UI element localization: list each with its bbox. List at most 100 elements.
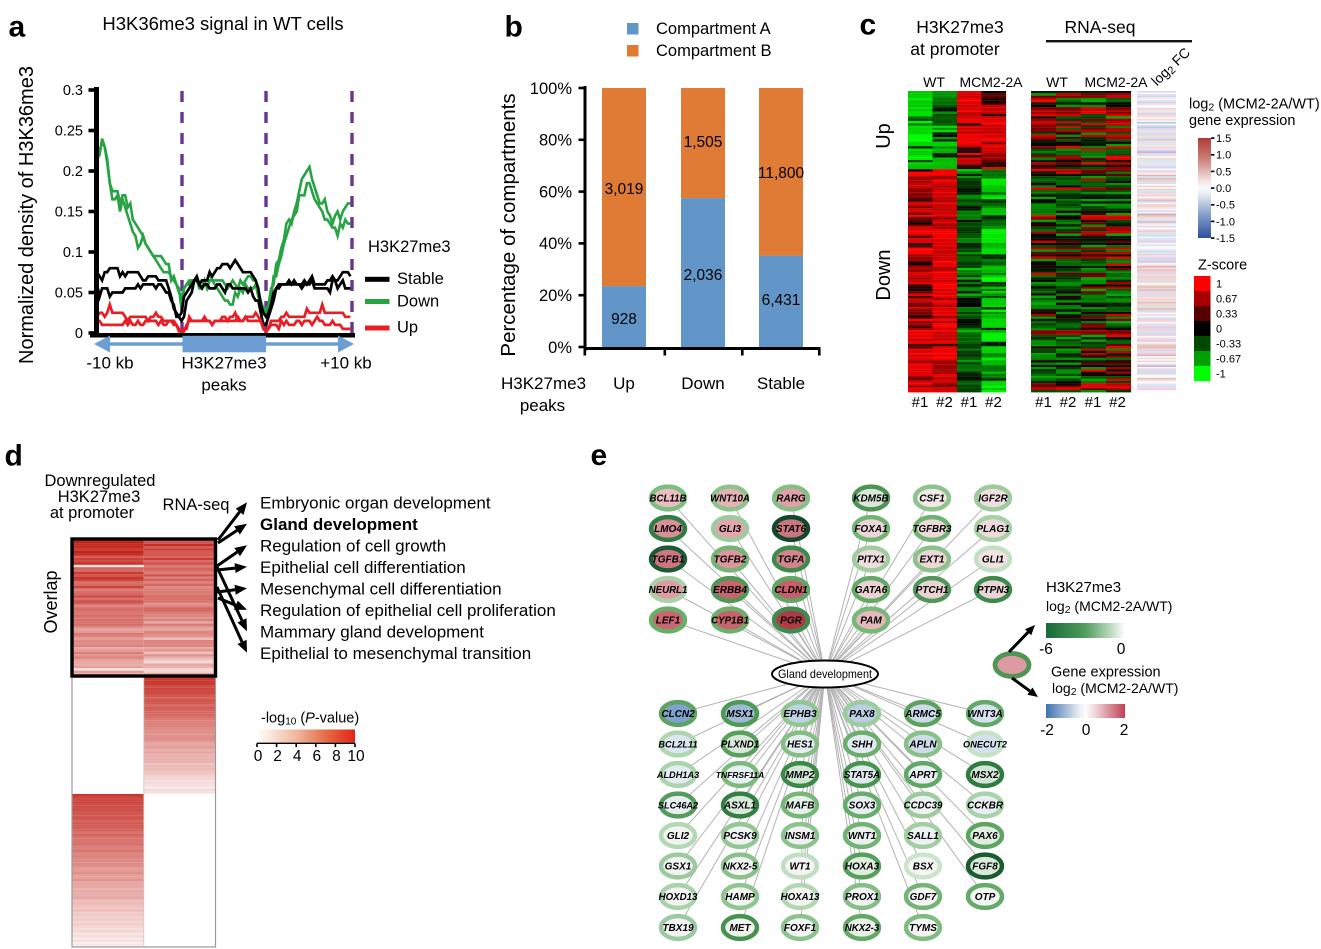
svg-text:#2: #2 [1060,394,1077,411]
svg-text:e: e [591,439,608,472]
svg-text:11,800: 11,800 [758,165,805,182]
svg-text:MSX2: MSX2 [971,770,999,781]
svg-text:WT: WT [1046,74,1068,90]
svg-text:MAFB: MAFB [786,801,815,812]
svg-text:0.67: 0.67 [1216,294,1237,306]
svg-text:APLN: APLN [908,740,937,751]
svg-text:a: a [9,11,26,44]
svg-text:EPHB3: EPHB3 [783,709,817,720]
svg-text:2: 2 [1120,722,1129,739]
svg-text:Stable: Stable [397,270,444,288]
svg-text:100%: 100% [530,80,573,98]
svg-text:d: d [5,440,23,473]
svg-text:-10 kb: -10 kb [86,354,133,373]
svg-text:CCDC39: CCDC39 [904,801,943,812]
svg-text:MMP2: MMP2 [786,770,815,781]
svg-text:MET: MET [729,923,751,934]
svg-text:H3K27me3: H3K27me3 [368,238,451,256]
svg-text:3,019: 3,019 [605,181,644,198]
svg-text:1: 1 [1216,279,1222,291]
svg-text:0.0: 0.0 [1216,183,1231,195]
svg-text:H3K27me3: H3K27me3 [181,354,266,373]
svg-text:20%: 20% [539,287,572,305]
svg-text:PLXND1: PLXND1 [721,740,759,751]
svg-text:Stable: Stable [757,374,805,393]
svg-text:TGFB1: TGFB1 [652,555,685,566]
svg-text:H3K27me3: H3K27me3 [58,488,141,506]
svg-text:CCKBR: CCKBR [967,801,1004,812]
svg-text:#2: #2 [985,394,1002,411]
svg-text:OTP: OTP [975,892,996,903]
svg-text:FOXA1: FOXA1 [854,524,888,535]
svg-text:0.1: 0.1 [63,245,83,261]
svg-text:RNA-seq: RNA-seq [163,496,230,514]
svg-text:ALDH1A3: ALDH1A3 [656,770,699,780]
svg-text:PTCH1: PTCH1 [916,585,949,596]
svg-text:peaks: peaks [201,376,246,395]
svg-text:0: 0 [1082,722,1091,739]
svg-text:at promoter: at promoter [910,39,1000,59]
svg-text:80%: 80% [539,132,572,150]
svg-text:Overlap: Overlap [41,570,61,633]
svg-text:Downregulated: Downregulated [45,472,156,490]
svg-text:Compartment A: Compartment A [656,20,771,38]
svg-text:GLI2: GLI2 [667,831,690,842]
svg-text:10: 10 [347,748,365,765]
svg-text:-0.33: -0.33 [1216,339,1241,351]
svg-text:SALL1: SALL1 [907,831,939,842]
svg-text:c: c [860,9,877,42]
svg-text:0.2: 0.2 [63,164,83,180]
svg-text:PAX8: PAX8 [849,709,875,720]
svg-text:WT: WT [923,74,945,90]
svg-text:FGF8: FGF8 [972,862,998,873]
svg-text:0.05: 0.05 [55,286,83,302]
svg-text:MCM2-2A: MCM2-2A [959,74,1023,90]
svg-text:Compartment B: Compartment B [656,42,772,60]
svg-text:1.0: 1.0 [1216,150,1231,162]
svg-text:at promoter: at promoter [50,504,135,522]
svg-text:GATA6: GATA6 [855,585,888,596]
svg-text:TGFA: TGFA [778,555,805,566]
svg-text:0%: 0% [548,339,572,357]
svg-text:TBX19: TBX19 [662,923,694,934]
svg-text:-1: -1 [1216,369,1226,381]
svg-text:0: 0 [75,326,83,342]
svg-text:WNT1: WNT1 [848,831,877,842]
svg-text:0.25: 0.25 [55,124,83,140]
svg-text:6: 6 [312,748,321,765]
svg-text:H3K27me3: H3K27me3 [916,17,1004,37]
svg-text:0: 0 [1117,641,1126,658]
svg-text:6,431: 6,431 [762,292,801,309]
svg-text:TNFRSF11A: TNFRSF11A [716,770,765,780]
svg-text:2,036: 2,036 [684,267,723,284]
svg-text:SLC46A2: SLC46A2 [658,801,699,811]
svg-text:HOXA3: HOXA3 [845,862,880,873]
svg-text:IGF2R: IGF2R [978,494,1008,505]
svg-text:#1: #1 [912,394,929,411]
svg-text:PLAG1: PLAG1 [976,524,1010,535]
svg-text:CYP1B1: CYP1B1 [711,616,749,627]
svg-text:PAX6: PAX6 [972,831,998,842]
svg-text:-log10 (P-value): -log10 (P-value) [261,711,359,728]
svg-text:Epithelial to mesenchymal tran: Epithelial to mesenchymal transition [260,644,531,663]
svg-text:0: 0 [254,748,263,765]
svg-text:ERBB4: ERBB4 [713,585,747,596]
svg-text:#2: #2 [936,394,953,411]
svg-text:Mesenchymal cell differentiati: Mesenchymal cell differentiation [260,579,502,598]
svg-text:Regulation of epithelial cell: Regulation of epithelial cell proliferat… [260,601,556,620]
svg-text:SHH: SHH [851,740,873,751]
svg-text:WNT10A: WNT10A [710,494,750,505]
svg-text:Gland development: Gland development [260,515,418,534]
svg-text:Gene expression: Gene expression [1051,665,1161,681]
svg-text:#1: #1 [1035,394,1052,411]
svg-text:-6: -6 [1039,641,1053,658]
svg-text:BSX: BSX [913,862,935,873]
svg-text:Up: Up [873,123,895,149]
svg-text:0.33: 0.33 [1216,309,1237,321]
svg-text:CSF1: CSF1 [919,494,945,505]
svg-text:HOXD13: HOXD13 [659,892,698,903]
svg-text:EXT1: EXT1 [919,555,944,566]
svg-text:NKX2-3: NKX2-3 [845,923,880,934]
svg-text:Down: Down [397,293,439,311]
svg-text:LMO4: LMO4 [654,524,682,535]
